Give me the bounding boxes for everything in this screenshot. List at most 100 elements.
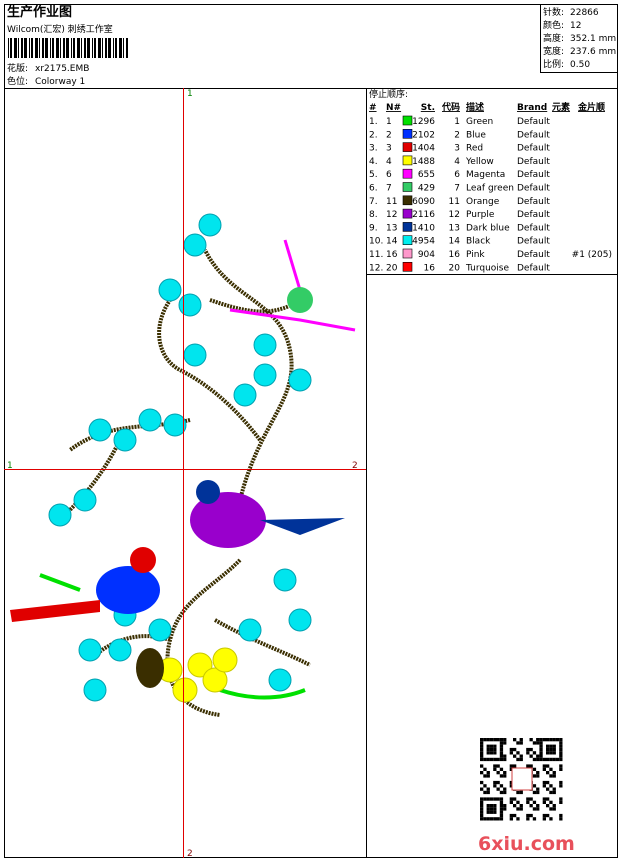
bar	[71, 38, 72, 58]
qr-module	[499, 813, 504, 818]
qr-module	[559, 754, 563, 758]
qr-module	[503, 804, 507, 808]
description: Orange	[466, 197, 500, 207]
qr-module	[539, 754, 543, 758]
qr-module	[499, 757, 504, 762]
qr-module	[486, 817, 490, 821]
bar	[98, 38, 101, 58]
qr-module	[559, 780, 563, 785]
qr-module	[493, 738, 497, 742]
flower	[233, 383, 257, 407]
qr-module	[489, 797, 494, 801]
qr-module	[532, 767, 537, 771]
bar	[50, 38, 51, 58]
qr-module	[496, 757, 500, 762]
flower	[253, 333, 277, 357]
qr-module	[559, 744, 563, 748]
qr-module	[486, 810, 490, 814]
description: Turquoise	[465, 263, 509, 273]
qr-module	[483, 774, 487, 778]
qr-module	[549, 790, 553, 795]
qr-module	[529, 813, 533, 818]
needle: 4	[386, 157, 392, 167]
qr-module	[480, 764, 484, 768]
stitches: 429	[418, 184, 435, 194]
column-header: #	[369, 103, 377, 113]
needle: 14	[386, 237, 398, 247]
qr-module	[539, 738, 543, 742]
qr-module	[486, 804, 490, 808]
design-label: 花版:	[7, 62, 28, 74]
needle: 7	[386, 184, 392, 194]
qr-module	[493, 784, 497, 788]
qr-module	[486, 797, 490, 801]
code: 12	[449, 210, 460, 220]
qr-module	[516, 817, 520, 821]
qr-module	[499, 774, 504, 778]
row-index: 4.	[369, 157, 378, 167]
design-value: xr2175.EMB	[35, 64, 89, 74]
flower	[48, 503, 72, 527]
branch	[157, 298, 262, 442]
color-swatch	[402, 115, 413, 126]
qr-module	[526, 764, 530, 768]
row-index: 10.	[369, 237, 383, 247]
code: 14	[449, 237, 461, 247]
qr-module	[552, 790, 556, 795]
qr-module	[552, 807, 556, 811]
qr-module	[483, 757, 487, 762]
flower	[158, 278, 182, 302]
qr-module	[499, 810, 504, 814]
description: Black	[466, 237, 491, 247]
qr-module	[526, 751, 530, 755]
qr-module	[542, 797, 546, 801]
qr-module	[480, 817, 484, 821]
qr-module	[480, 751, 484, 755]
row-index: 11.	[369, 250, 383, 260]
flower	[212, 647, 238, 673]
color-swatch	[402, 142, 413, 152]
description: Leaf green	[466, 184, 514, 194]
qr-module	[499, 747, 504, 752]
bar	[21, 38, 23, 58]
column-header: 金片顺	[577, 101, 605, 113]
stitches: 6090	[412, 197, 435, 207]
stitches: 1404	[412, 144, 435, 154]
needle: 12	[386, 210, 397, 220]
qr-module	[493, 780, 497, 785]
qr-module	[493, 764, 497, 768]
qr-module	[516, 757, 520, 762]
qr-module	[549, 807, 553, 811]
qr-module	[509, 747, 513, 752]
flower	[88, 418, 112, 442]
stitches: 655	[418, 170, 435, 180]
qr-module	[559, 813, 563, 818]
qr-module	[499, 741, 504, 745]
qr-module	[539, 741, 543, 745]
needle: 1	[386, 117, 392, 127]
brand: Default	[517, 130, 550, 140]
brand: Default	[517, 237, 550, 247]
qr-module	[559, 751, 563, 755]
axis-label: 2	[352, 461, 358, 471]
flower	[183, 343, 207, 367]
stitches: 2102	[412, 130, 435, 140]
qr-module	[526, 813, 530, 818]
row-index: 8.	[369, 210, 378, 220]
bar	[92, 38, 93, 58]
qr-module	[546, 787, 550, 791]
qr-module	[503, 790, 507, 795]
qr-module	[519, 807, 523, 811]
qr-module	[489, 744, 494, 748]
qr-module	[503, 757, 507, 762]
qr-module	[536, 771, 540, 775]
bird	[196, 480, 220, 504]
qr-module	[549, 774, 553, 778]
qr-module	[496, 780, 500, 785]
needle: 6	[386, 170, 392, 180]
qr-module	[536, 738, 540, 742]
brand: Default	[517, 184, 550, 194]
qr-module	[546, 764, 550, 768]
info-value: 22866	[570, 8, 599, 18]
